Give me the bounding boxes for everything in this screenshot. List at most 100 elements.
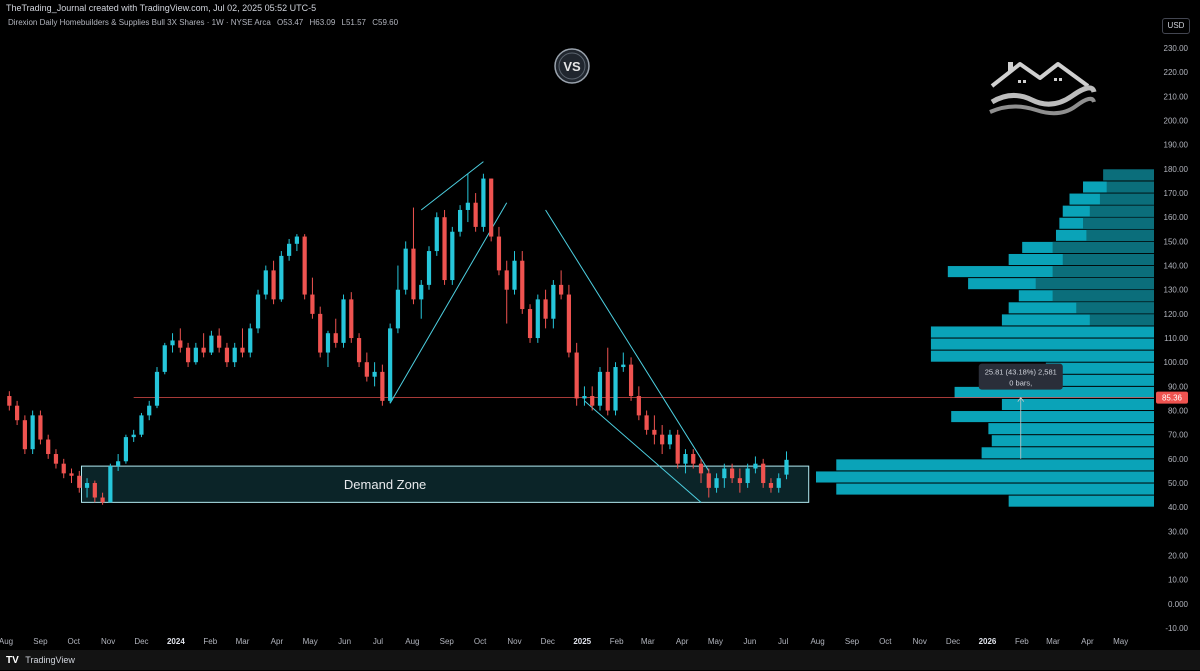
candle: [520, 251, 525, 314]
trendline-channel-upper: [545, 209, 710, 472]
candle-body: [209, 335, 214, 353]
x-tick-label: Aug: [405, 637, 419, 646]
candle: [761, 458, 766, 488]
candle: [84, 478, 90, 498]
y-tick-label: 20.00: [1168, 552, 1189, 561]
y-tick-label: 190.00: [1164, 141, 1189, 150]
candle: [481, 173, 486, 232]
candle: [730, 463, 735, 484]
candle: [364, 352, 369, 382]
x-tick-label: May: [708, 637, 723, 646]
x-tick-label: Nov: [913, 637, 927, 646]
currency-button[interactable]: USD: [1162, 18, 1190, 34]
candle: [683, 449, 688, 474]
candle-body: [652, 429, 657, 435]
candle-body: [69, 473, 74, 476]
candle: [30, 410, 35, 455]
volume-profile-bar: [1008, 495, 1154, 507]
candle: [590, 386, 595, 411]
tradingview-brand[interactable]: TradingView: [25, 655, 75, 665]
y-tick-label: 60.00: [1168, 455, 1189, 464]
last-price-label: 85.36: [1162, 394, 1183, 403]
x-tick-label: Oct: [67, 637, 80, 646]
volume-profile-bar-secondary: [1062, 253, 1154, 266]
candle-body: [450, 231, 455, 281]
candle-body: [7, 396, 12, 406]
candle: [302, 234, 307, 300]
candle: [209, 330, 214, 355]
y-tick-label: 170.00: [1164, 189, 1189, 198]
candle-body: [496, 236, 502, 271]
volume-profile-bar: [988, 423, 1154, 435]
candle: [675, 429, 680, 469]
y-tick-label: 220.00: [1164, 68, 1189, 77]
x-tick-label: May: [303, 637, 318, 646]
x-tick-label: Nov: [507, 637, 521, 646]
candle: [543, 289, 548, 329]
candle: [566, 284, 571, 358]
candle-body: [38, 415, 43, 440]
x-tick-label: Dec: [541, 637, 555, 646]
candle: [559, 270, 564, 300]
candle-body: [434, 217, 439, 252]
candle-body: [178, 340, 183, 348]
y-tick-label: 210.00: [1164, 92, 1189, 101]
candle-body: [380, 371, 385, 401]
candle-body: [139, 415, 144, 435]
tradingview-logo-icon[interactable]: TV: [6, 655, 19, 666]
candle-body: [768, 483, 774, 488]
x-tick-label: Sep: [845, 637, 860, 646]
vs-logo-text: VS: [563, 59, 581, 74]
candle-body: [512, 260, 517, 290]
symbol-legend[interactable]: Direxion Daily Homebuilders & Supplies B…: [8, 18, 402, 27]
symbol-title[interactable]: Direxion Daily Homebuilders & Supplies B…: [8, 18, 271, 27]
candle-body: [621, 364, 626, 368]
volume-profile-bar-secondary: [1099, 193, 1154, 205]
candle: [185, 342, 191, 368]
volume-profile-bar: [930, 326, 1154, 338]
x-tick-label: Aug: [810, 637, 824, 646]
candle: [698, 458, 704, 484]
candle: [61, 458, 66, 479]
volume-profile-bar: [1001, 398, 1154, 411]
volume-profile-bar-secondary: [1052, 290, 1154, 302]
candle: [628, 357, 634, 401]
volume-profile-bar-secondary: [1089, 314, 1154, 326]
candle: [660, 425, 665, 455]
candle-body: [667, 434, 673, 445]
volume-profile-bar-secondary: [1052, 266, 1154, 278]
candle-body: [294, 236, 299, 244]
candle: [178, 328, 183, 353]
candle: [147, 400, 152, 421]
x-tick-label: Dec: [134, 637, 148, 646]
x-tick-label: Feb: [203, 637, 217, 646]
candle: [535, 294, 540, 343]
candle: [411, 207, 416, 305]
candle-body: [636, 396, 641, 416]
candle-body: [15, 405, 20, 421]
candle: [248, 323, 253, 358]
candle: [504, 260, 509, 324]
candle-body: [683, 454, 688, 464]
candle: [15, 400, 20, 426]
candle-body: [543, 299, 548, 319]
candle-body: [481, 178, 486, 227]
volume-profile-bar-secondary: [1106, 181, 1154, 193]
candle: [434, 212, 439, 256]
candle-body: [745, 468, 750, 484]
candle-body: [784, 459, 789, 475]
candle: [473, 193, 478, 232]
x-tick-label: Apr: [676, 637, 689, 646]
volume-profile-bar: [951, 411, 1154, 423]
candle-body: [419, 284, 424, 300]
x-tick-label: Mar: [641, 637, 655, 646]
candle: [636, 386, 641, 421]
candle-body: [776, 478, 781, 488]
candle-body: [224, 347, 230, 363]
candle: [652, 415, 657, 445]
candle: [22, 415, 27, 455]
y-tick-label: 110.00: [1164, 334, 1188, 343]
candle: [100, 492, 105, 505]
candle: [287, 238, 292, 261]
